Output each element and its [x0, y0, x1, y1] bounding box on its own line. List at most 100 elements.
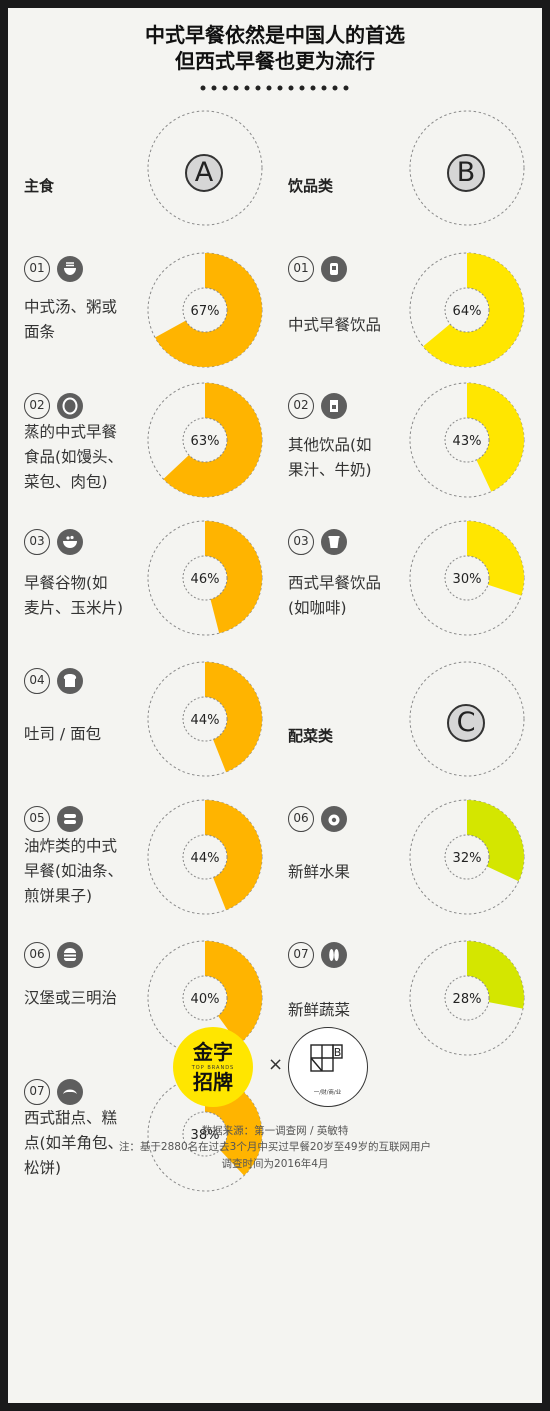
donut-hole [182, 696, 228, 742]
item-label: 早餐谷物(如 麦片、玉米片) [24, 574, 124, 617]
donut-outline [147, 799, 263, 915]
donut-value-label: 30% [453, 572, 482, 587]
donut-slice [467, 941, 524, 1009]
donut-hole [182, 287, 228, 333]
donut-hole [444, 975, 490, 1021]
section-badge-a: A [185, 154, 223, 192]
footnote: 注：基于2880名在过去3个月中买过早餐20岁至49岁的互联网用户 [118, 1141, 432, 1153]
brand-logo-cbndata: B 一/财/商/业 [288, 1027, 368, 1107]
section-badge-c: C [447, 704, 485, 742]
cbndata-b-letter: B [334, 1046, 342, 1059]
section-label-staple: 主食 [24, 177, 55, 195]
donut-slice [467, 383, 524, 492]
cereal-bowl-icon [57, 529, 83, 555]
donut-outline [409, 382, 525, 498]
data-source: 数据来源：第一调查网 / 英敏特 [201, 1125, 349, 1137]
donut-value-label: 43% [453, 434, 482, 449]
donut-slice [467, 800, 524, 882]
item-number: 06 [288, 806, 314, 832]
item-number: 06 [24, 942, 50, 968]
donut-value-label: 44% [191, 851, 220, 866]
burger-icon [57, 942, 83, 968]
donut-hole [444, 555, 490, 601]
fruit-icon [321, 806, 347, 832]
item-number: 04 [24, 668, 50, 694]
donut-value-label: 28% [453, 992, 482, 1007]
donut-slice [155, 253, 262, 367]
item-label: 西式早餐饮品 (如咖啡) [288, 574, 382, 617]
donut-value-label: 63% [191, 434, 220, 449]
donut-hole [444, 834, 490, 880]
item-label: 新鲜水果 [288, 863, 351, 881]
title-divider [200, 85, 349, 91]
cbndata-mark-icon: B [310, 1044, 343, 1072]
item-label: 蒸的中式早餐 食品(如馒头、 菜包、肉包) [24, 423, 124, 491]
item-label: 西式甜点、糕 点(如羊角包、 松饼) [24, 1109, 124, 1177]
item-label: 中式早餐饮品 [288, 316, 382, 334]
donut-outline [409, 940, 525, 1056]
donut-hole [182, 555, 228, 601]
donut-value-label: 40% [191, 992, 220, 1007]
logo-jinzi-line-2: 招牌 [193, 1070, 233, 1094]
donut-outline [147, 110, 263, 226]
vegetable-icon [321, 942, 347, 968]
item-number: 01 [24, 256, 50, 282]
survey-date: 调查时间为2016年4月 [221, 1158, 329, 1170]
donut-value-label: 38% [191, 1128, 220, 1143]
donut-slice [163, 382, 263, 497]
section-label-sides: 配菜类 [288, 727, 334, 745]
donut-hole [182, 975, 228, 1021]
donut-slice [205, 941, 262, 1045]
item-number: 02 [24, 393, 50, 419]
brand-logo-jinzi: 金字 TOP BRANDS 招牌 [173, 1027, 253, 1107]
logo-cbndata-caption: 一/财/商/业 [313, 1090, 342, 1096]
donut-hole [182, 417, 228, 463]
donut-slice [205, 521, 262, 634]
donut-outline [409, 110, 525, 226]
donut-hole [182, 834, 228, 880]
donut-hole [444, 417, 490, 463]
section-label-drinks: 饮品类 [288, 177, 334, 195]
fried-dough-icon [57, 806, 83, 832]
item-number: 05 [24, 806, 50, 832]
donut-value-label: 67% [191, 304, 220, 319]
item-number: 03 [288, 529, 314, 555]
item-label: 油炸类的中式 早餐(如油条、 煎饼果子) [24, 837, 124, 905]
croissant-icon [57, 1079, 83, 1105]
item-number: 01 [288, 256, 314, 282]
donut-value-label: 32% [453, 851, 482, 866]
infographic: 中式早餐依然是中国人的首选 但西式早餐也更为流行 67% 63% 46% 44% 44%… [8, 8, 542, 1403]
juice-box-icon [321, 393, 347, 419]
donut-value-label: 44% [191, 713, 220, 728]
donut-hole [182, 1111, 228, 1157]
item-label: 汉堡或三明治 [24, 989, 118, 1007]
donut-slice [467, 521, 524, 596]
item-number: 07 [24, 1079, 50, 1105]
donut-value-label: 64% [453, 304, 482, 319]
logo-jinzi-line-1: 金字 [193, 1040, 233, 1064]
donut-slice [423, 253, 524, 368]
donut-charts: 67% 63% 46% 44% 44% 40% 38% 64% 43% 30% 32% 28% [147, 110, 525, 1192]
coffee-cup-icon [321, 529, 347, 555]
collaboration-x: × [268, 1054, 284, 1075]
item-number: 07 [288, 942, 314, 968]
donut-outline [409, 661, 525, 777]
toast-icon [57, 668, 83, 694]
section-badge-b: B [447, 154, 485, 192]
item-label: 新鲜蔬菜 [288, 1001, 351, 1019]
logo-jinzi-subtitle: TOP BRANDS [191, 1065, 235, 1071]
item-label: 吐司 / 面包 [24, 725, 102, 743]
donut-outline [147, 661, 263, 777]
item-label: 其他饮品(如 果汁、牛奶) [288, 436, 372, 479]
title-line-2: 但西式早餐也更为流行 [175, 49, 375, 73]
donut-slice [205, 662, 262, 772]
donut-hole [444, 287, 490, 333]
donut-value-label: 46% [191, 572, 220, 587]
steamed-bun-icon [57, 393, 83, 419]
soy-milk-machine-icon [321, 256, 347, 282]
item-number: 02 [288, 393, 314, 419]
donut-slice [205, 800, 262, 910]
item-label: 中式汤、粥或 面条 [24, 298, 118, 341]
title-line-1: 中式早餐依然是中国人的首选 [145, 23, 405, 47]
item-number: 03 [24, 529, 50, 555]
